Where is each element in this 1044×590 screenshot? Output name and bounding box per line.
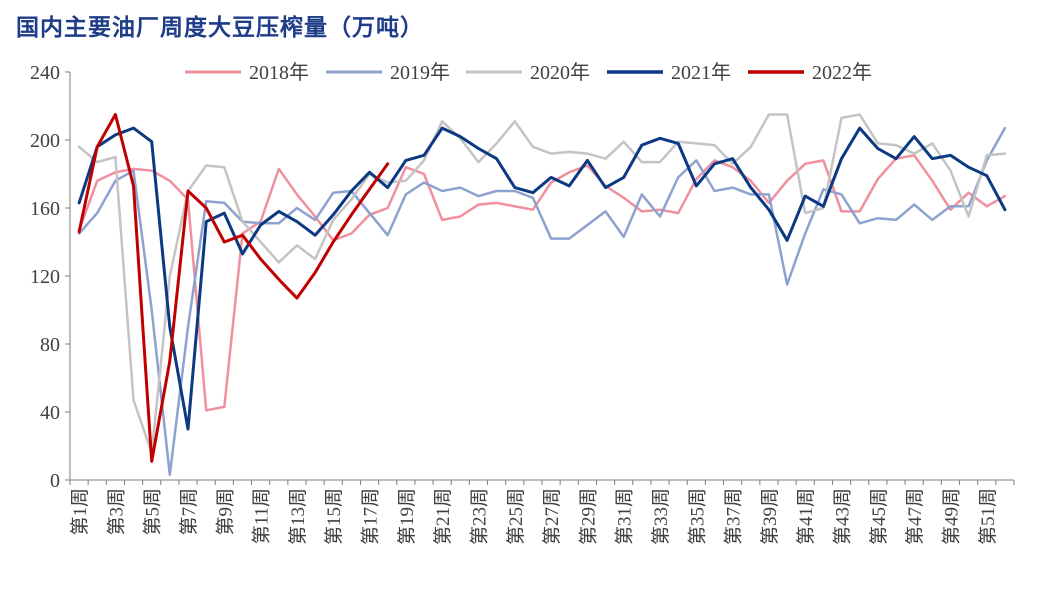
legend-label: 2022年 <box>812 61 872 84</box>
x-tick-label: 第51周 <box>977 488 999 545</box>
y-tick-label: 0 <box>50 470 60 492</box>
legend-label: 2019年 <box>390 61 450 84</box>
x-tick-label: 第13周 <box>287 488 309 545</box>
x-tick-label: 第9周 <box>214 488 236 536</box>
series-line-2022年 <box>77 113 390 463</box>
x-tick-label: 第21周 <box>432 488 454 545</box>
x-tick-label: 第45周 <box>868 488 890 545</box>
y-tick-label: 120 <box>30 266 60 288</box>
x-tick-label: 第7周 <box>178 488 200 536</box>
x-tick-label: 第39周 <box>759 488 781 545</box>
y-tick-label: 240 <box>30 62 60 84</box>
x-tick-label: 第15周 <box>323 488 345 545</box>
series-line-2020年 <box>77 113 1007 455</box>
series-line-2021年 <box>77 126 1007 431</box>
x-tick-label: 第37周 <box>723 488 745 545</box>
x-tick-label: 第27周 <box>541 488 563 545</box>
x-tick-label: 第49周 <box>940 488 962 545</box>
x-tick-label: 第17周 <box>360 488 382 545</box>
series-line-2019年 <box>77 126 1007 477</box>
x-tick-label: 第23周 <box>468 488 490 545</box>
x-tick-label: 第5周 <box>142 488 164 536</box>
x-tick-label: 第31周 <box>614 488 636 545</box>
legend-label: 2018年 <box>249 61 309 84</box>
y-tick-label: 160 <box>30 198 60 220</box>
y-tick-label: 80 <box>40 334 60 356</box>
y-tick-label: 40 <box>40 402 60 424</box>
x-tick-label: 第29周 <box>577 488 599 545</box>
x-tick-label: 第1周 <box>69 488 91 536</box>
y-tick-label: 200 <box>30 130 60 152</box>
x-tick-label: 第3周 <box>105 488 127 536</box>
x-tick-label: 第19周 <box>396 488 418 545</box>
legend-label: 2021年 <box>671 61 731 84</box>
x-tick-label: 第33周 <box>650 488 672 545</box>
chart-title: 国内主要油厂周度大豆压榨量（万吨） <box>16 14 424 41</box>
legend-label: 2020年 <box>530 61 590 84</box>
x-tick-label: 第47周 <box>904 488 926 545</box>
x-tick-label: 第25周 <box>505 488 527 545</box>
x-tick-label: 第43周 <box>832 488 854 545</box>
x-tick-label: 第35周 <box>686 488 708 545</box>
series-line-2018年 <box>77 154 1007 412</box>
x-tick-label: 第41周 <box>795 488 817 545</box>
x-tick-label: 第11周 <box>251 488 273 544</box>
